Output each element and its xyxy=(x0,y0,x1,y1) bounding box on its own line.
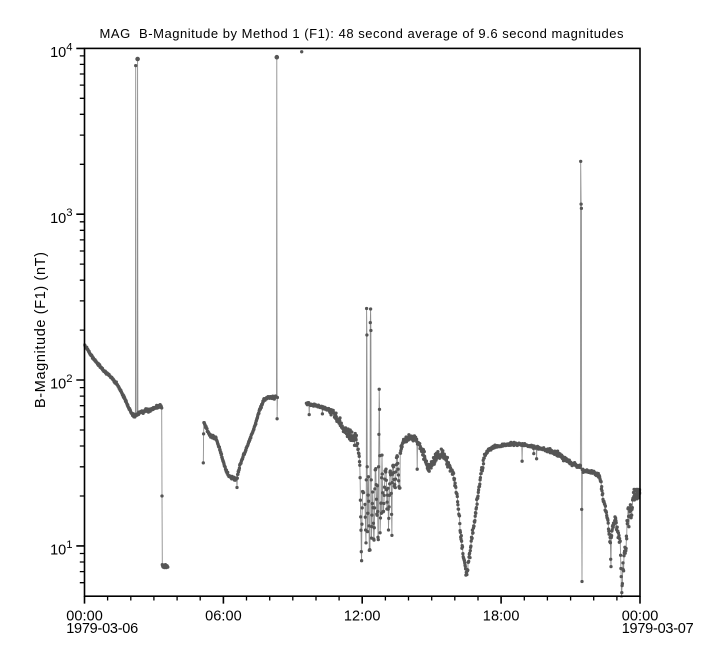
svg-text:00:00: 00:00 xyxy=(622,608,659,624)
svg-text:1979-03-07: 1979-03-07 xyxy=(622,621,694,637)
svg-text:1979-03-06: 1979-03-06 xyxy=(66,621,138,637)
svg-text:18:00: 18:00 xyxy=(483,608,520,624)
svg-text:12:00: 12:00 xyxy=(344,608,381,624)
svg-text:06:00: 06:00 xyxy=(205,608,242,624)
svg-text:00:00: 00:00 xyxy=(66,608,103,624)
svg-text:B-Magnitude (F1) (nT): B-Magnitude (F1) (nT) xyxy=(33,252,49,408)
svg-text:MAG B-Magnitude by Method 1 (: MAG B-Magnitude by Method 1 (F1): 48 sec… xyxy=(100,26,625,41)
